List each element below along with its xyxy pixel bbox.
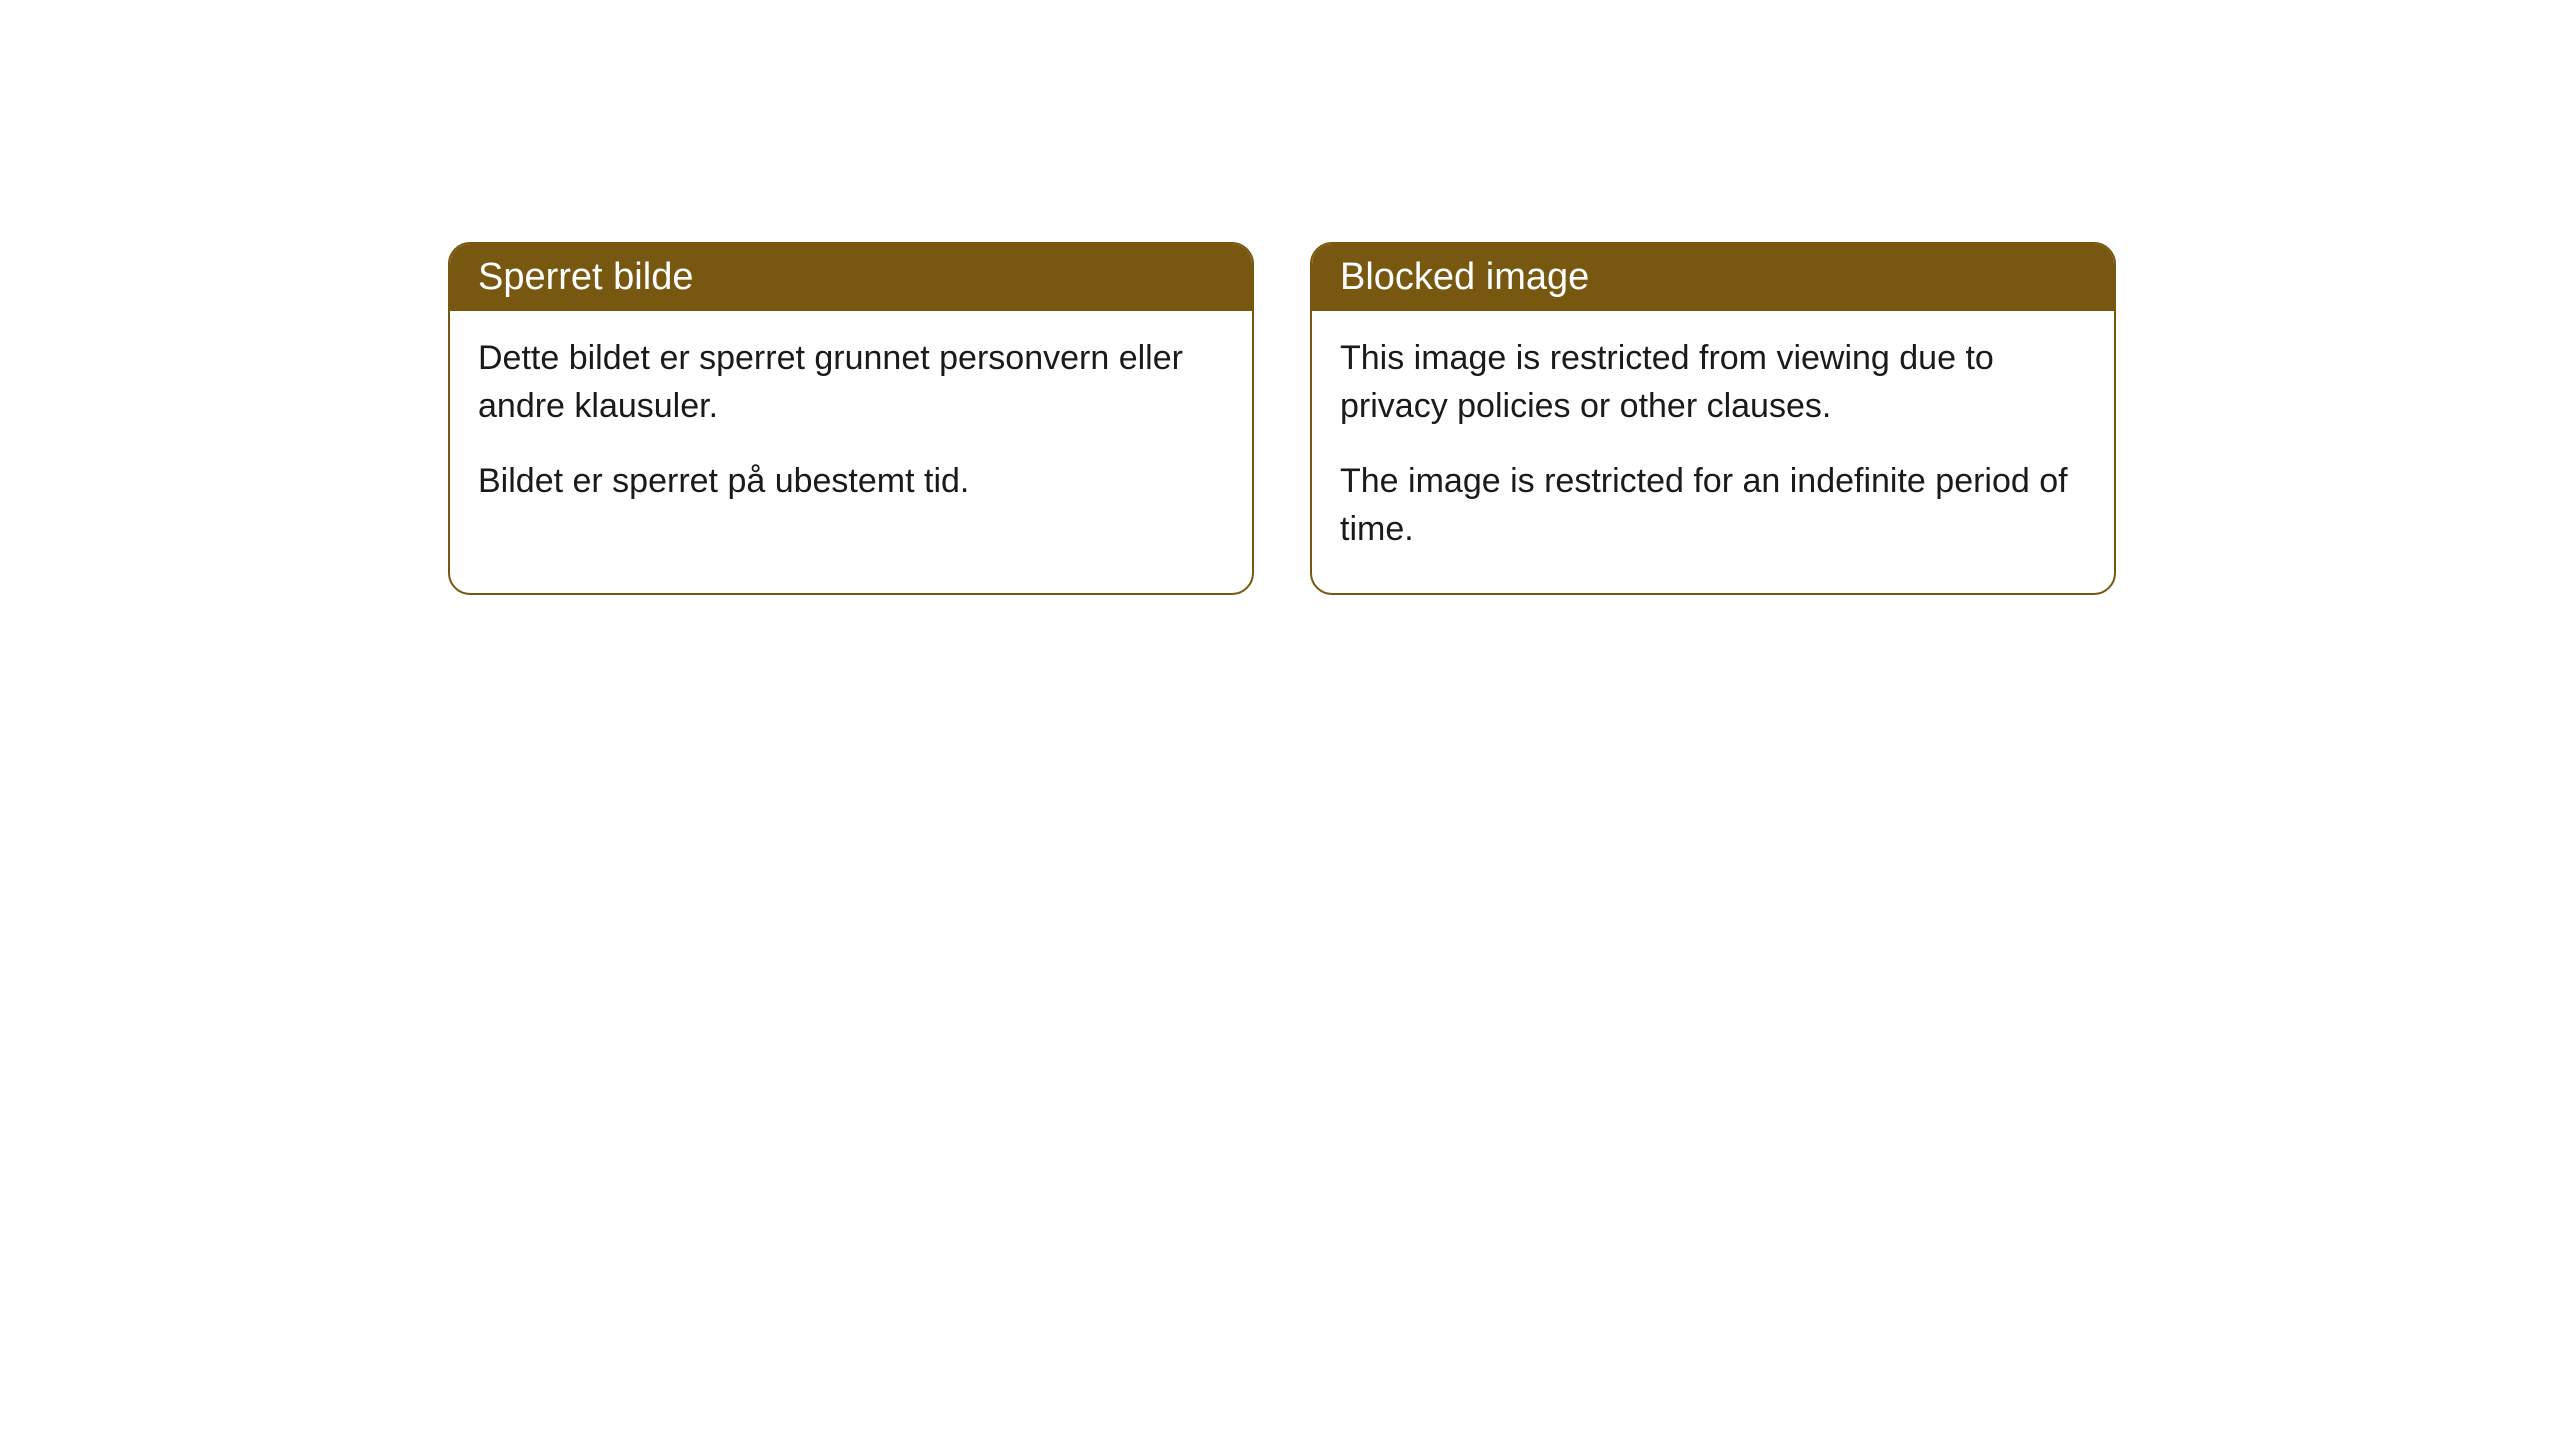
card-title: Sperret bilde: [478, 256, 693, 298]
card-header-english: Blocked image: [1312, 244, 2114, 311]
card-norwegian: Sperret bilde Dette bildet er sperret gr…: [448, 242, 1254, 595]
card-title: Blocked image: [1340, 256, 1589, 298]
card-header-norwegian: Sperret bilde: [450, 244, 1252, 311]
card-paragraph: Dette bildet er sperret grunnet personve…: [478, 335, 1224, 430]
card-paragraph: The image is restricted for an indefinit…: [1340, 458, 2086, 553]
card-paragraph: This image is restricted from viewing du…: [1340, 335, 2086, 430]
card-english: Blocked image This image is restricted f…: [1310, 242, 2116, 595]
card-body-english: This image is restricted from viewing du…: [1312, 311, 2114, 593]
cards-container: Sperret bilde Dette bildet er sperret gr…: [448, 242, 2116, 595]
card-body-norwegian: Dette bildet er sperret grunnet personve…: [450, 311, 1252, 546]
card-paragraph: Bildet er sperret på ubestemt tid.: [478, 458, 1224, 506]
